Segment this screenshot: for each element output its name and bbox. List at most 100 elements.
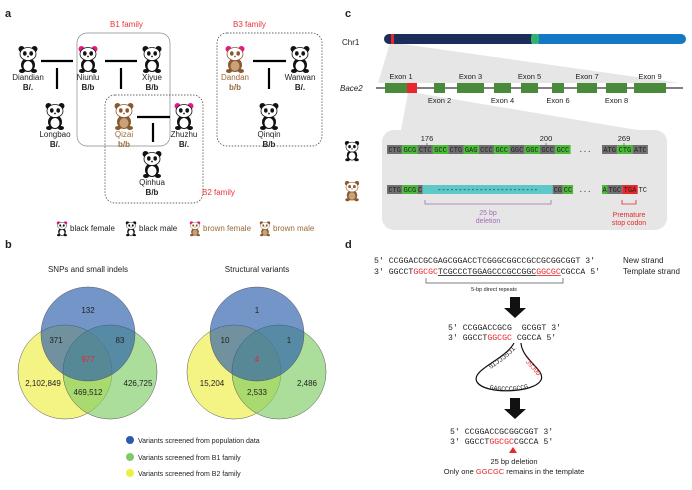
loop-left-sequence: TCGCCCTG bbox=[487, 345, 516, 370]
ellipsis: ... bbox=[579, 147, 592, 155]
venn-count-all: 977 bbox=[81, 355, 95, 364]
codon-cell bbox=[632, 145, 648, 154]
codon-cell bbox=[555, 145, 571, 154]
codon: TGA bbox=[624, 187, 637, 195]
venn-count-b1-b2: 2,533 bbox=[247, 388, 268, 397]
deletion-dashes: ------------------------ bbox=[437, 187, 538, 195]
bace2-locus-marker bbox=[391, 34, 394, 44]
deletion-loop bbox=[475, 342, 543, 392]
black-male-panda-icon bbox=[45, 103, 65, 130]
black-male-panda-icon bbox=[344, 141, 360, 162]
codon: GCC bbox=[541, 147, 554, 155]
codon: CG bbox=[554, 187, 562, 195]
position-269: 269 bbox=[618, 134, 631, 143]
legend-dot-b1 bbox=[126, 453, 134, 461]
b1-family-box bbox=[76, 32, 171, 147]
codon: CTG bbox=[619, 147, 632, 155]
pedigree-lines bbox=[41, 59, 286, 142]
codon: CC bbox=[564, 187, 572, 195]
result-line-2: Only one GGCGC remains in the template bbox=[444, 467, 585, 476]
black-female-panda-icon bbox=[56, 221, 68, 237]
panda-genotype: B/. bbox=[179, 140, 189, 149]
panda-name: Qinhua bbox=[139, 178, 165, 187]
exon-label: Exon 3 bbox=[459, 72, 482, 81]
panel-a: a B1 family B2 family B3 family Diandian… bbox=[5, 8, 323, 237]
venn-circle-population bbox=[40, 286, 136, 382]
panda-genotype: B/b bbox=[146, 188, 159, 197]
codon-cell bbox=[417, 145, 433, 154]
legend-b1: Variants screened from B1 family bbox=[138, 455, 241, 462]
zoom-funnel-chr bbox=[378, 43, 680, 83]
legend-dot-population bbox=[126, 436, 134, 444]
codon: ATC bbox=[634, 147, 647, 155]
panel-d: d 5' CCGGACCGCGAGCGGACCTCGGGCGGCCGCCGCGG… bbox=[345, 239, 680, 476]
panda-genotype: b/b bbox=[118, 140, 130, 149]
exon-label: Exon 8 bbox=[605, 96, 628, 105]
b3-family-box bbox=[216, 32, 323, 147]
codon-cell bbox=[617, 145, 633, 154]
gene-label: Bace2 bbox=[340, 84, 363, 93]
codon-cell bbox=[417, 185, 423, 194]
panda-name: Dandan bbox=[221, 73, 249, 82]
codon: TGC bbox=[608, 187, 621, 195]
panel-label-c: c bbox=[345, 8, 351, 20]
codon-cell bbox=[432, 145, 449, 154]
panel-c: c Chr1 Bace2 Exon 1 Exon 2 Exon 3 Exon 4 Exo… bbox=[340, 8, 686, 230]
venn-count-pop-b1: 1 bbox=[287, 336, 292, 345]
deletion-label-1: 25 bp bbox=[479, 210, 497, 217]
black-female-panda-icon bbox=[78, 46, 98, 73]
result-line-1: 25 bp deletion bbox=[490, 457, 537, 466]
codon: GCC bbox=[557, 147, 570, 155]
codon: CTG bbox=[388, 187, 401, 195]
codon-cell bbox=[387, 145, 403, 154]
venn-circle-population bbox=[209, 286, 305, 382]
codon-cell bbox=[562, 185, 574, 194]
panel-label-d: d bbox=[345, 239, 352, 251]
codon-cell bbox=[463, 145, 479, 154]
panda-name: Qizai bbox=[115, 130, 133, 139]
position-176: 176 bbox=[421, 134, 434, 143]
ellipsis: ... bbox=[579, 187, 592, 195]
codon: GGC bbox=[511, 147, 524, 155]
exon-label: Exon 9 bbox=[638, 72, 661, 81]
codon: CTG bbox=[450, 147, 463, 155]
codon: GCC bbox=[434, 147, 447, 155]
codon-cell bbox=[552, 185, 563, 194]
panda-name: Longbao bbox=[39, 130, 71, 139]
codon-cell bbox=[607, 185, 623, 194]
venn-count-b1-only: 2,486 bbox=[297, 379, 318, 388]
codon-cell bbox=[402, 145, 418, 154]
panda-name: Niunlu bbox=[77, 73, 100, 82]
legend-population: Variants screened from population data bbox=[138, 438, 260, 445]
black-female-panda-icon bbox=[174, 103, 194, 130]
exon-label: Exon 4 bbox=[491, 96, 514, 105]
final-top-sequence: 5' CCGGACCGCGGCGGT 3' bbox=[450, 427, 553, 437]
arrow-down-icon bbox=[504, 297, 526, 318]
brown-male-panda-icon bbox=[114, 103, 134, 130]
new-strand-label: New strand bbox=[623, 256, 663, 265]
exon-2 bbox=[434, 83, 445, 93]
legend-black-male: black male bbox=[139, 224, 178, 233]
chromosome-arm-p bbox=[384, 34, 536, 44]
deletion-site-marker bbox=[509, 447, 517, 453]
exon-4 bbox=[494, 83, 511, 93]
legend-brown-male: brown male bbox=[273, 224, 315, 233]
exon-label: Exon 2 bbox=[428, 96, 451, 105]
exon-8 bbox=[606, 83, 627, 93]
legend-b2: Variants screened from B2 family bbox=[138, 471, 241, 478]
panda-genotype: B/. bbox=[50, 140, 60, 149]
brown-male-panda-icon bbox=[259, 221, 271, 237]
exon-5 bbox=[521, 83, 538, 93]
deletion-gap bbox=[422, 185, 553, 194]
codon: GCG bbox=[404, 187, 417, 195]
panda-name: Xiyue bbox=[142, 73, 163, 82]
exon-label: Exon 5 bbox=[518, 72, 541, 81]
exon-9 bbox=[634, 83, 666, 93]
codon-cell bbox=[448, 145, 464, 154]
brown-male-panda-icon bbox=[344, 181, 360, 202]
deletion-bracket bbox=[424, 200, 552, 205]
panda-genotype: B/b bbox=[263, 140, 276, 149]
